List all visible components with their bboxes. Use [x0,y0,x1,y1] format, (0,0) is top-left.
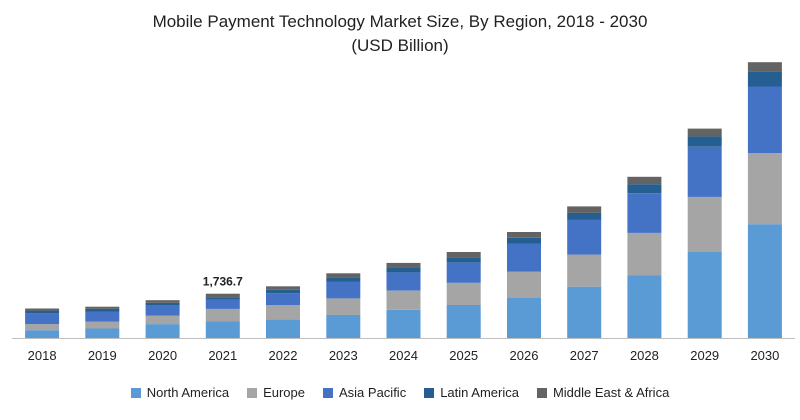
bar-segment-2021-north-america [205,321,240,338]
legend-label-europe: Europe [263,385,305,400]
bar-segment-2022-north-america [266,319,300,338]
bar-segment-2025-middle-east-africa [446,252,481,258]
bar-segment-2021-middle-east-africa [205,293,240,298]
bar-segment-2028-asia-pacific [627,193,662,233]
bar-segment-2026-middle-east-africa [507,232,541,238]
bar-segment-2028-latin-america [627,184,662,194]
bar-segment-2026-north-america [507,297,541,338]
bar-segment-2025-europe [446,282,481,305]
bar-segment-2023-middle-east-africa [326,273,361,278]
bar-segment-2020-asia-pacific [145,305,180,316]
bar-segment-2021-asia-pacific [205,299,240,309]
bar-segment-2025-asia-pacific [446,262,481,283]
x-tick-label-2023: 2023 [329,348,358,363]
legend-item-asia-pacific: Asia Pacific [323,385,406,400]
bar-segment-2018-asia-pacific [25,313,60,325]
bar-segment-2020-europe [145,315,180,325]
x-tick-label-2028: 2028 [630,348,659,363]
x-tick-label-2024: 2024 [389,348,418,363]
x-tick-label-2025: 2025 [449,348,478,363]
bar-segment-2029-europe [687,196,722,252]
bar-segment-2024-north-america [386,309,421,338]
bar-segment-2029-north-america [687,252,722,338]
bar-segment-2023-asia-pacific [326,281,361,299]
bar-segment-2026-latin-america [507,237,541,244]
bar-segment-2018-middle-east-africa [25,308,60,311]
bar-segment-2030-latin-america [747,71,782,87]
bar-segment-2030-middle-east-africa [747,62,782,72]
bar-segment-2030-asia-pacific [747,86,782,153]
bar-segment-2019-europe [85,321,120,329]
x-tick-label-2020: 2020 [148,348,177,363]
bar-segment-2024-asia-pacific [386,272,421,291]
bar-segment-2020-north-america [145,324,180,338]
legend-swatch-asia-pacific [323,387,333,398]
bar-segment-2020-middle-east-africa [145,300,180,303]
legend-swatch-europe [247,387,258,398]
bar-segment-2023-north-america [326,315,361,338]
bar-segment-2024-europe [386,290,421,310]
chart-title: Mobile Payment Technology Market Size, B… [152,12,648,31]
bar-segment-2027-europe [567,254,602,287]
bar-segment-2023-latin-america [326,277,361,282]
bar-segment-2022-asia-pacific [266,293,300,305]
bar-segment-2029-middle-east-africa [687,128,722,137]
legend-label-asia-pacific: Asia Pacific [339,385,407,400]
legend-label-middle-east-africa: Middle East & Africa [552,385,670,400]
bar-segment-2021-latin-america [205,297,240,300]
bar-segment-2026-asia-pacific [507,243,541,272]
bar-segment-2022-europe [266,305,300,320]
bar-segment-2030-europe [747,153,782,225]
bar-segment-2025-latin-america [446,257,481,263]
legend-item-europe: Europe [247,385,305,400]
bar-segment-2024-middle-east-africa [386,262,421,268]
bar-segment-2030-north-america [747,224,782,338]
legend-swatch-middle-east-africa [536,387,547,398]
legend-item-north-america: North America [130,385,230,400]
bar-segment-2027-north-america [567,286,602,338]
bar-segment-2019-north-america [85,328,120,338]
bar-segment-2018-europe [25,324,60,331]
x-tick-label-2029: 2029 [690,348,719,363]
legend-item-latin-america: Latin America [424,385,519,400]
bar-segment-2027-asia-pacific [567,219,602,255]
bar-segment-2019-latin-america [85,308,120,312]
bar-segment-2018-latin-america [25,310,60,314]
legend: North America Europe Asia Pacific Latin Ame… [0,385,800,400]
legend-label-latin-america: Latin America [440,385,519,400]
bar-segment-2026-europe [507,271,541,298]
bar-segment-2022-middle-east-africa [266,286,300,290]
bar-segment-2024-latin-america [386,267,421,273]
x-tick-label-2027: 2027 [570,348,599,363]
bar-segment-2018-north-america [25,330,60,338]
bar-segment-2025-north-america [446,305,481,338]
x-tick-label-2019: 2019 [88,348,117,363]
bar-segment-2029-asia-pacific [687,146,722,197]
x-tick-label-2018: 2018 [28,348,57,363]
bar-segment-2027-latin-america [567,212,602,220]
bar-segment-2029-latin-america [687,136,722,147]
x-tick-label-2026: 2026 [510,348,539,363]
chart-subtitle: (USD Billion) [351,36,449,55]
bar-segment-2019-asia-pacific [85,311,120,322]
bar-segment-2021-europe [205,308,240,322]
x-tick-label-2022: 2022 [269,348,298,363]
bar-segment-2028-north-america [627,275,662,338]
data-label-2021: 1,736.7 [203,275,243,289]
bar-segment-2028-middle-east-africa [627,176,662,185]
bar-segment-2023-europe [326,298,361,315]
bar-segment-2022-latin-america [266,289,300,294]
bar-segment-2020-latin-america [145,302,180,306]
legend-swatch-latin-america [424,387,435,398]
legend-item-middle-east-africa: Middle East & Africa [536,385,670,400]
legend-swatch-north-america [130,387,141,398]
bar-segment-2019-middle-east-africa [85,306,120,309]
legend-label-north-america: North America [146,385,230,400]
bar-segment-2028-europe [627,232,662,276]
x-tick-label-2021: 2021 [208,348,237,363]
x-tick-label-2030: 2030 [750,348,779,363]
bar-segment-2027-middle-east-africa [567,206,602,213]
